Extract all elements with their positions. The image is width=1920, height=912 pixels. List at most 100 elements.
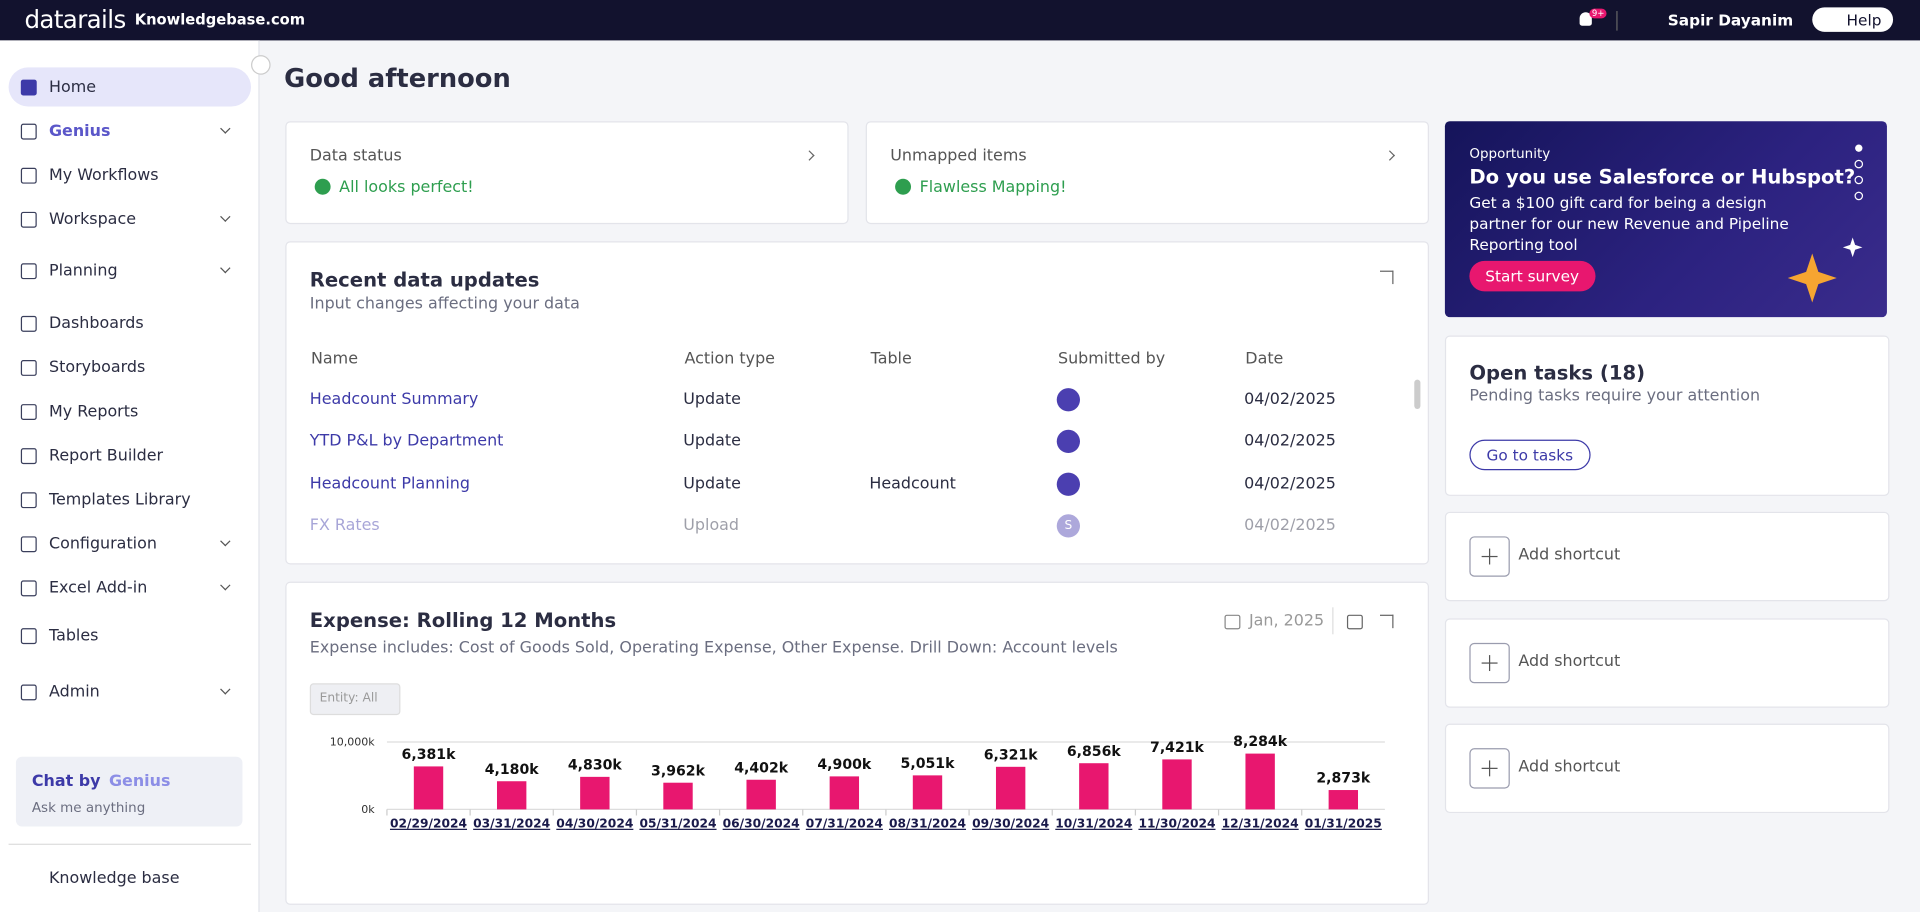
x-tick-label[interactable]: 07/31/2024 (806, 817, 883, 831)
nav-icon (20, 78, 37, 95)
nav-item[interactable]: Workspace (9, 200, 251, 239)
nav-item[interactable]: My Workflows (9, 156, 251, 195)
chevron[interactable] (220, 262, 231, 274)
nav-item[interactable]: Excel Add-in (9, 568, 251, 607)
x-tick-label[interactable]: 04/30/2024 (556, 817, 633, 831)
column-header: Date (1245, 350, 1284, 369)
chevron[interactable] (804, 150, 815, 161)
nav-item[interactable]: My Reports (9, 392, 251, 431)
expense-card: Expense: Rolling 12 Months Expense inclu… (285, 581, 1429, 905)
nav-item[interactable]: Tables (9, 616, 251, 655)
x-tick-label[interactable]: 11/30/2024 (1138, 817, 1215, 831)
nav-item[interactable]: Configuration (9, 524, 251, 563)
x-tick-label[interactable]: 05/31/2024 (639, 817, 716, 831)
chat-brand: Genius (108, 772, 171, 792)
plus-icon (1469, 536, 1510, 577)
status-label: All looks perfect! (339, 178, 474, 198)
data-label: 3,962k (651, 763, 706, 779)
nav-item[interactable]: Admin (9, 672, 251, 711)
chevron[interactable] (220, 684, 231, 695)
data-label: 6,381k (402, 747, 457, 763)
start-survey-button[interactable]: Start survey (1469, 260, 1595, 292)
nav-item[interactable]: Storyboards (9, 348, 251, 387)
shortcut-label: Add shortcut (1518, 546, 1621, 565)
nav-icon (20, 403, 37, 420)
workspace-link[interactable]: Knowledgebase.com (134, 11, 306, 29)
x-tick-label[interactable]: 09/30/2024 (972, 817, 1049, 831)
bar (829, 776, 860, 810)
submitter-avatar: S (1056, 514, 1081, 538)
knowledge-base-link[interactable]: Knowledge base (48, 869, 180, 888)
period-picker[interactable]: Jan, 2025 (1248, 612, 1325, 631)
report-link[interactable]: YTD P&L by Department (309, 432, 504, 451)
user-menu[interactable]: Sapir Dayanim (1667, 11, 1794, 30)
date: 04/02/2025 (1244, 390, 1336, 409)
shortcut-card[interactable]: Add shortcut (1444, 617, 1890, 708)
expand-icon[interactable] (1380, 614, 1394, 629)
status-label: Flawless Mapping! (919, 178, 1067, 198)
entity-filter[interactable]: Entity: All (309, 683, 401, 716)
chat-title: Chat by (31, 772, 101, 792)
nav-label: Genius (48, 121, 111, 141)
x-tick-label[interactable]: 08/31/2024 (889, 817, 966, 831)
status-card[interactable]: Unmapped items Flawless Mapping! (865, 121, 1429, 225)
table-name: Headcount (869, 474, 956, 493)
top-bar: datarails Knowledgebase.com 9+ Sapir Day… (0, 0, 1920, 41)
promo-decor (1787, 144, 1864, 303)
swap-icon[interactable] (1346, 614, 1363, 630)
x-tick-label[interactable]: 10/31/2024 (1055, 817, 1132, 831)
report-link[interactable]: FX Rates (309, 516, 380, 535)
report-link[interactable]: Headcount Summary (309, 390, 479, 409)
card-title: Recent data updates (309, 268, 540, 292)
notification-badge: 9+ (1589, 8, 1607, 19)
chat-box[interactable]: Chat by Genius Ask me anything (15, 756, 243, 827)
chevron[interactable] (220, 123, 231, 134)
nav-item[interactable]: Report Builder (9, 436, 251, 475)
data-label: 8,284k (1233, 734, 1288, 750)
status-title: Data status (309, 146, 402, 166)
expand-icon[interactable] (1380, 270, 1394, 285)
nav-item[interactable]: Genius (9, 111, 251, 150)
nav-label: Dashboards (48, 314, 144, 333)
chevron[interactable] (1384, 150, 1395, 161)
report-link[interactable]: Headcount Planning (309, 474, 470, 493)
submitter-avatar (1056, 430, 1081, 454)
column-header: Submitted by (1057, 350, 1166, 369)
y-tick-label: 10,000k (330, 736, 376, 749)
nav-item[interactable]: Dashboards (9, 304, 251, 343)
calendar-icon (1224, 614, 1241, 630)
status-card[interactable]: Data status All looks perfect! (285, 121, 849, 225)
collapse-button[interactable] (251, 55, 271, 75)
promo-body: Get a $100 gift card for being a design … (1469, 193, 1789, 254)
chart-subtitle: Expense includes: Cost of Goods Sold, Op… (309, 639, 1118, 658)
action-type: Upload (683, 516, 740, 535)
chevron[interactable] (220, 211, 231, 222)
x-tick-label[interactable]: 06/30/2024 (723, 817, 800, 831)
action-type: Update (683, 390, 741, 409)
x-tick-label[interactable]: 01/31/2025 (1305, 817, 1382, 831)
x-tick-label[interactable]: 02/29/2024 (390, 817, 467, 831)
column-header: Table (870, 350, 912, 369)
nav-label: Admin (48, 682, 100, 702)
x-tick-label[interactable]: 12/31/2024 (1222, 817, 1299, 831)
chevron[interactable] (220, 536, 231, 547)
nav-item[interactable]: Home (8, 67, 252, 107)
help-button[interactable] (1812, 7, 1894, 32)
bell-icon[interactable] (1579, 12, 1592, 26)
data-label: 6,856k (1067, 744, 1122, 760)
shortcut-card[interactable]: Add shortcut (1444, 723, 1890, 814)
nav-icon (20, 683, 37, 700)
data-label: 2,873k (1316, 771, 1371, 787)
nav-icon (20, 447, 37, 464)
action-type: Update (683, 432, 741, 451)
x-tick-label[interactable]: 03/31/2024 (473, 817, 550, 831)
avatar-initial: S (1064, 519, 1073, 533)
nav-item[interactable]: Planning (9, 251, 251, 290)
go-to-tasks-button[interactable]: Go to tasks (1469, 439, 1591, 471)
plus-icon (1469, 642, 1510, 683)
nav-label: Home (48, 77, 96, 97)
shortcut-card[interactable]: Add shortcut (1444, 511, 1890, 602)
chevron[interactable] (220, 580, 231, 591)
nav-item[interactable]: Templates Library (9, 480, 251, 519)
